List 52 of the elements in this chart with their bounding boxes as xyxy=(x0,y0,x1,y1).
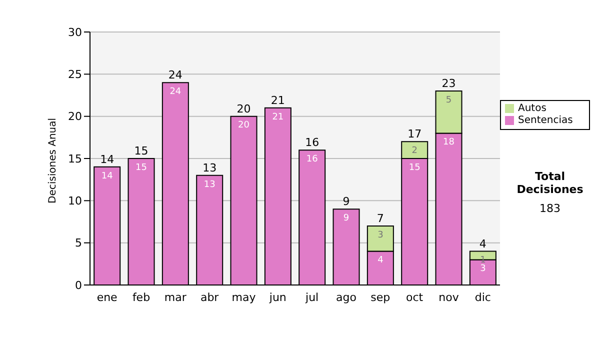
total-label: 15 xyxy=(134,144,148,158)
x-tick-label: mar xyxy=(164,290,187,304)
y-tick-label: 5 xyxy=(75,236,82,250)
x-tick-label: abr xyxy=(200,290,220,304)
data-label: 2 xyxy=(412,146,418,156)
x-tick-label: may xyxy=(232,290,256,304)
y-axis-title: Decisiones Anual xyxy=(48,118,59,204)
data-label: 24 xyxy=(170,86,182,97)
data-label: 15 xyxy=(408,162,420,173)
total-label: 16 xyxy=(305,136,320,150)
total-label: 20 xyxy=(236,102,251,116)
data-label: 5 xyxy=(446,95,452,106)
x-tick-label: nov xyxy=(438,290,460,304)
total-label: 17 xyxy=(408,128,422,141)
total-label: 21 xyxy=(270,94,285,107)
y-tick-label: 30 xyxy=(68,26,82,39)
y-tick-label: 0 xyxy=(75,278,82,292)
y-tick-label: 25 xyxy=(68,68,82,82)
total-label: 13 xyxy=(202,161,217,174)
legend-label: Sentencias xyxy=(518,115,573,126)
x-tick-label: jun xyxy=(268,290,286,304)
total-label: 7 xyxy=(376,212,384,225)
x-tick-label: jul xyxy=(304,290,319,304)
total-label: 14 xyxy=(100,152,114,166)
data-label: 16 xyxy=(306,154,318,164)
legend-label: Autos xyxy=(518,103,546,114)
y-tick-label: 20 xyxy=(68,110,82,124)
x-tick-label: oct xyxy=(406,290,424,304)
x-tick-label: ene xyxy=(96,290,118,304)
x-tick-label: sep xyxy=(370,290,390,304)
data-label: 9 xyxy=(343,213,350,224)
data-label: 14 xyxy=(101,171,114,182)
data-label: 21 xyxy=(272,112,284,122)
total-label: 4 xyxy=(479,237,486,250)
data-label: 15 xyxy=(136,162,147,173)
total-label: 23 xyxy=(442,77,456,90)
data-label: 13 xyxy=(204,180,216,190)
y-tick-label: 10 xyxy=(68,194,82,208)
data-label: 1 xyxy=(480,256,486,266)
total-label: 9 xyxy=(342,195,350,208)
data-label: 3 xyxy=(480,264,486,274)
data-label: 3 xyxy=(378,230,384,240)
data-label: 4 xyxy=(378,256,384,266)
data-label: 18 xyxy=(443,138,455,148)
x-tick-label: ago xyxy=(336,290,357,304)
y-tick-label: 15 xyxy=(68,152,82,166)
x-tick-label: feb xyxy=(132,290,150,304)
x-tick-label: dic xyxy=(474,290,491,304)
text: Total Decisiones xyxy=(516,170,584,196)
total-label: 24 xyxy=(168,68,182,82)
data-label: 20 xyxy=(238,120,250,131)
text: 183 xyxy=(538,202,562,215)
